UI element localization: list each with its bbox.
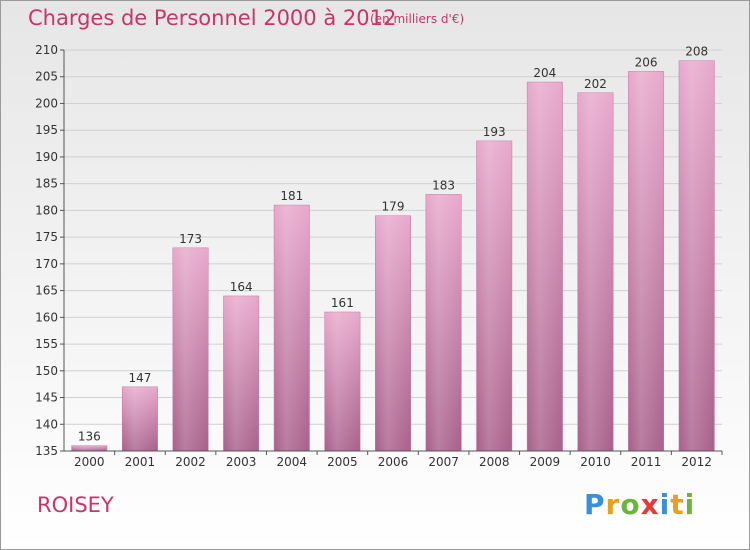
y-tick-label: 190 bbox=[35, 150, 58, 164]
bar-value-label: 147 bbox=[128, 371, 151, 385]
y-tick-label: 135 bbox=[35, 444, 58, 458]
chart-title: Charges de Personnel 2000 à 2012 bbox=[28, 6, 397, 30]
y-tick-label: 195 bbox=[35, 123, 58, 137]
x-tick-label: 2005 bbox=[327, 455, 358, 469]
y-tick-label: 185 bbox=[35, 177, 58, 191]
bar-shine bbox=[223, 295, 259, 451]
axes bbox=[60, 49, 723, 455]
logo-letter: P bbox=[584, 488, 606, 521]
bar-value-label: 161 bbox=[331, 296, 354, 310]
bar-value-label: 204 bbox=[533, 66, 556, 80]
bars bbox=[71, 60, 715, 452]
bar-shine bbox=[577, 92, 614, 452]
y-tick-label: 170 bbox=[35, 257, 58, 271]
y-tick-label: 155 bbox=[35, 337, 58, 351]
labels: 135 140 145 150 155 160 165 170 175 180 185 190 195 2… bbox=[35, 43, 712, 469]
y-tick-label: 150 bbox=[35, 364, 58, 378]
x-tick-label: 2004 bbox=[276, 455, 307, 469]
y-tick-label: 200 bbox=[35, 96, 58, 110]
bar-value-label: 136 bbox=[78, 430, 101, 444]
proxiti-logo: Proxiti bbox=[584, 488, 695, 521]
bar-value-label: 208 bbox=[685, 45, 708, 59]
bar-shine bbox=[527, 82, 563, 451]
x-tick-label: 2006 bbox=[378, 455, 409, 469]
bar-shine bbox=[375, 215, 411, 451]
bar-value-label: 164 bbox=[230, 280, 253, 294]
bar-value-label: 181 bbox=[280, 189, 303, 203]
y-tick-label: 180 bbox=[35, 203, 58, 217]
y-tick-label: 165 bbox=[35, 284, 58, 298]
bar-value-label: 183 bbox=[432, 178, 455, 192]
bar-value-label: 173 bbox=[179, 232, 202, 246]
y-tick-label: 210 bbox=[35, 43, 58, 57]
x-tick-label: 2002 bbox=[175, 455, 206, 469]
bar-value-label: 179 bbox=[382, 200, 405, 214]
y-tick-label: 160 bbox=[35, 310, 58, 324]
x-tick-label: 2000 bbox=[74, 455, 105, 469]
logo-letter: i bbox=[684, 488, 696, 521]
y-tick-label: 175 bbox=[35, 230, 58, 244]
x-tick-label: 2012 bbox=[681, 455, 712, 469]
bar-shine bbox=[172, 247, 209, 451]
logo-letter: t bbox=[670, 488, 685, 521]
bar-shine bbox=[274, 205, 310, 451]
bar-shine bbox=[476, 140, 512, 452]
bar-shine bbox=[425, 194, 462, 452]
y-tick-label: 145 bbox=[35, 391, 58, 405]
chart-subtitle: (en milliers d'€) bbox=[370, 12, 465, 26]
bar-shine bbox=[678, 60, 715, 452]
bar-shine bbox=[71, 445, 108, 451]
bar-shine bbox=[628, 71, 664, 452]
y-tick-label: 140 bbox=[35, 417, 58, 431]
logo-letter: r bbox=[605, 488, 621, 521]
bar-shine bbox=[324, 311, 361, 451]
bar-value-label: 202 bbox=[584, 77, 607, 91]
x-tick-label: 2011 bbox=[631, 455, 662, 469]
logo-letter: o bbox=[620, 488, 641, 521]
x-tick-label: 2001 bbox=[125, 455, 156, 469]
logo-letter: x bbox=[640, 488, 660, 521]
y-tick-label: 205 bbox=[35, 70, 58, 84]
logo-letter: i bbox=[659, 488, 671, 521]
bar-value-label: 193 bbox=[483, 125, 506, 139]
x-tick-label: 2010 bbox=[580, 455, 611, 469]
bar-shine bbox=[122, 386, 158, 451]
x-tick-label: 2007 bbox=[428, 455, 459, 469]
x-tick-label: 2008 bbox=[479, 455, 510, 469]
x-tick-label: 2009 bbox=[530, 455, 561, 469]
place-name: ROISEY bbox=[37, 493, 114, 517]
bar-value-label: 206 bbox=[635, 55, 658, 69]
x-tick-label: 2003 bbox=[226, 455, 257, 469]
